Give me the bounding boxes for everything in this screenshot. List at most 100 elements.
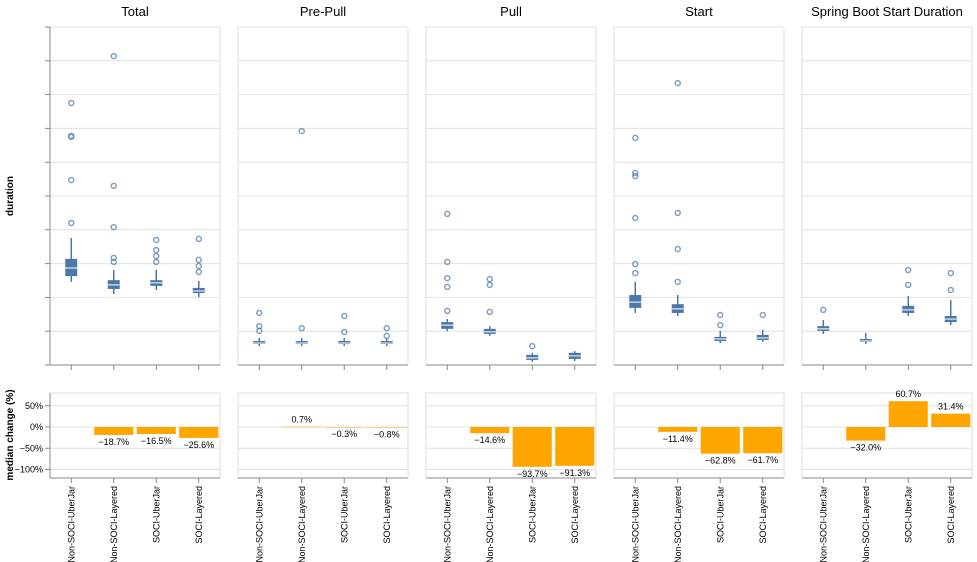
outlier xyxy=(486,308,493,316)
facet-title: Total xyxy=(121,4,149,19)
facet-title: Start xyxy=(685,4,713,19)
outlier xyxy=(153,246,160,254)
outlier xyxy=(383,332,390,340)
outlier xyxy=(298,324,305,332)
value-label: 31.4% xyxy=(938,402,964,412)
bar xyxy=(700,427,740,454)
outlier xyxy=(632,172,639,180)
bar xyxy=(136,427,176,435)
value-label: −14.6% xyxy=(474,435,505,445)
box xyxy=(756,334,769,340)
outlier xyxy=(341,328,348,336)
value-label: −0.3% xyxy=(331,429,357,439)
outlier xyxy=(759,311,766,319)
x-tick-label: Non-SOCI-Layered xyxy=(485,486,495,562)
bar xyxy=(888,401,928,427)
box xyxy=(380,341,393,345)
outlier xyxy=(717,321,724,329)
x-tick-label: SOCI-Layered xyxy=(946,486,956,544)
box xyxy=(483,328,496,334)
x-tick-label: Non-SOCI-UberJar xyxy=(630,486,640,562)
outlier xyxy=(68,219,75,227)
outlier xyxy=(195,268,202,276)
value-label: −91.3% xyxy=(559,468,590,478)
bar xyxy=(282,426,322,428)
value-label: −93.7% xyxy=(517,469,548,479)
outlier xyxy=(110,52,117,60)
outlier xyxy=(110,182,117,190)
outlier xyxy=(632,260,639,268)
outlier xyxy=(68,133,75,141)
x-tick-label: SOCI-UberJar xyxy=(527,486,537,543)
outlier xyxy=(905,266,912,274)
x-tick-label: SOCI-UberJar xyxy=(151,486,161,543)
value-label: −25.6% xyxy=(183,440,214,450)
y-tick-label: 50% xyxy=(25,401,43,411)
value-label: −32.0% xyxy=(850,443,881,453)
value-label: −62.8% xyxy=(705,456,736,466)
outlier xyxy=(486,281,493,289)
value-label: −11.4% xyxy=(663,434,693,444)
box xyxy=(295,341,308,345)
box xyxy=(859,338,872,343)
value-label: 0.7% xyxy=(291,415,312,425)
outlier xyxy=(110,223,117,231)
outlier xyxy=(256,309,263,317)
outlier xyxy=(195,256,202,264)
y-tick-label: −100% xyxy=(15,465,43,475)
outlier xyxy=(110,254,117,262)
outlier xyxy=(632,169,639,177)
bar xyxy=(470,427,510,434)
outlier xyxy=(444,258,451,266)
outlier xyxy=(674,79,681,87)
bar xyxy=(743,427,783,454)
value-label: 60.7% xyxy=(895,389,921,399)
x-tick-label: SOCI-UberJar xyxy=(339,486,349,543)
outlier xyxy=(68,99,75,107)
outlier xyxy=(153,236,160,244)
value-label: −61.7% xyxy=(747,455,778,465)
outlier xyxy=(674,278,681,286)
outlier xyxy=(153,252,160,260)
y-axis-title: duration xyxy=(5,176,16,216)
x-tick-label: Non-SOCI-UberJar xyxy=(66,486,76,562)
outlier xyxy=(153,258,160,266)
box xyxy=(902,305,915,313)
box xyxy=(65,258,78,277)
x-tick-label: Non-SOCI-Layered xyxy=(297,486,307,562)
outlier xyxy=(947,269,954,277)
value-label: −16.5% xyxy=(141,436,172,446)
x-tick-label: Non-SOCI-UberJar xyxy=(818,486,828,562)
outlier xyxy=(444,307,451,315)
x-tick-label: SOCI-Layered xyxy=(382,486,392,544)
outlier xyxy=(529,342,536,350)
bar-axis-title: median change (%) xyxy=(5,389,16,480)
outlier xyxy=(110,258,117,266)
bar xyxy=(931,413,971,427)
bar xyxy=(846,427,886,441)
x-tick-label: SOCI-UberJar xyxy=(903,486,913,543)
x-tick-label: Non-SOCI-UberJar xyxy=(442,486,452,562)
outlier xyxy=(632,269,639,277)
box xyxy=(253,341,266,345)
outlier xyxy=(674,245,681,253)
box xyxy=(526,354,539,360)
outlier xyxy=(195,262,202,270)
bar xyxy=(367,427,407,428)
outlier xyxy=(444,274,451,282)
x-tick-label: Non-SOCI-Layered xyxy=(861,486,871,562)
x-tick-label: SOCI-Layered xyxy=(758,486,768,544)
outlier xyxy=(820,306,827,314)
outlier xyxy=(383,324,390,332)
outlier xyxy=(298,127,305,135)
x-tick-label: Non-SOCI-Layered xyxy=(673,486,683,562)
facet-title: Pull xyxy=(500,4,522,19)
bar xyxy=(658,427,698,432)
outlier xyxy=(486,275,493,283)
x-tick-label: Non-SOCI-Layered xyxy=(109,486,119,562)
bar xyxy=(512,427,552,467)
bar xyxy=(179,427,219,438)
box xyxy=(338,341,351,345)
